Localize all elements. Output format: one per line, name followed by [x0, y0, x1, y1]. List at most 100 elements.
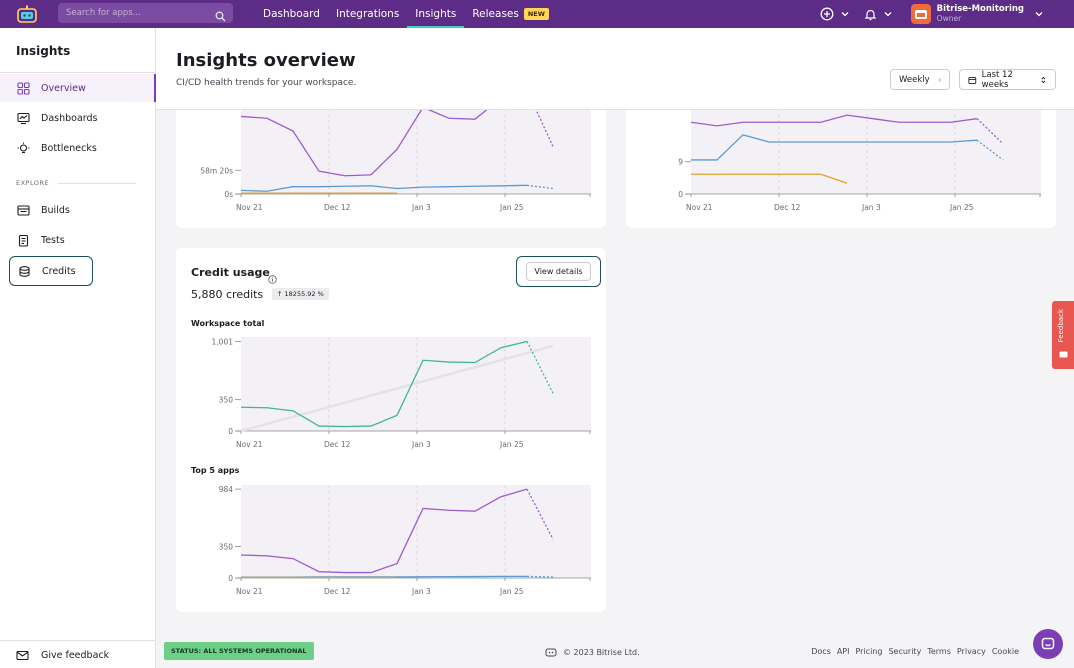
chat-bubble-icon [1041, 637, 1055, 650]
nav-releases-label: Releases [472, 8, 519, 20]
add-menu-button[interactable] [820, 7, 850, 21]
y-tick-label: 0 [228, 427, 233, 436]
page-header: Insights overview CI/CD health trends fo… [156, 28, 1074, 110]
range-value: Last 12 weeks [981, 69, 1013, 90]
y-tick-label: 0s [224, 190, 233, 199]
lightbulb-icon [16, 141, 30, 155]
top-right-controls: Bitrise-Monitoring Owner [810, 0, 1044, 28]
view-details-button[interactable]: View details [516, 256, 601, 287]
feedback-tab[interactable]: Feedback [1052, 301, 1074, 369]
info-icon[interactable] [268, 269, 277, 288]
change-value: 18255.92 % [284, 290, 324, 298]
x-tick-label: Jan 25 [499, 203, 524, 212]
main-nav: Dashboard Integrations Insights Releases… [255, 0, 557, 28]
sidebar-item-overview[interactable]: Overview [0, 74, 156, 102]
search-input[interactable] [66, 8, 216, 18]
series-line [691, 134, 978, 161]
x-tick-label: Jan 3 [411, 440, 431, 449]
chevron-down-icon [884, 12, 892, 17]
coins-icon [17, 264, 31, 278]
y-tick-label: 0 [678, 190, 683, 199]
sidebar-item-dashboards[interactable]: Dashboards [0, 104, 156, 132]
grid-icon [16, 81, 30, 95]
sidebar-item-label: Bottlenecks [41, 142, 97, 154]
chart-card-duration: Nov 21 Dec 12 Jan 3 Jan 25 0s 58m 20s [176, 89, 606, 228]
forecast-line [526, 341, 554, 394]
bitrise-logo-icon[interactable] [16, 5, 38, 23]
trend-line [240, 344, 554, 433]
x-tick-label: Jan 3 [411, 203, 431, 212]
y-tick-label: 58m 20s [200, 166, 233, 175]
series-line [240, 184, 528, 192]
nav-releases[interactable]: Releases NEW [464, 0, 557, 28]
x-tick-label: Dec 12 [324, 440, 351, 449]
footer-link-pricing[interactable]: Pricing [855, 647, 883, 656]
x-tick-label: Jan 3 [861, 203, 881, 212]
forecast-line [526, 184, 554, 190]
nav-integrations[interactable]: Integrations [335, 8, 400, 20]
range-select[interactable]: Last 12 weeks [959, 69, 1056, 90]
app-search[interactable] [58, 3, 233, 23]
sidebar-item-label: Dashboards [41, 112, 98, 124]
copyright-text: © 2023 Bitrise Ltd. [563, 647, 640, 657]
nav-insights[interactable]: Insights [407, 0, 465, 28]
x-tick-label: Jan 3 [411, 587, 431, 596]
copyright: © 2023 Bitrise Ltd. [545, 647, 640, 657]
feedback-tab-label: Feedback [1057, 309, 1065, 343]
credit-usage-card: Credit usage 5,880 credits ↑ 18255.92 % … [176, 248, 606, 612]
page-subtitle: CI/CD health trends for your workspace. [176, 78, 357, 88]
sidebar-item-credits[interactable]: Credits [9, 256, 93, 286]
footer-link-cookie[interactable]: Cookie [991, 647, 1019, 656]
sidebar-item-label: Overview [41, 82, 86, 94]
footer-link-terms[interactable]: Terms [927, 647, 951, 656]
builds-icon [16, 203, 30, 217]
sidebar-section-explore: EXPLORE [16, 179, 50, 187]
x-tick-label: Dec 12 [324, 587, 351, 596]
sidebar-item-label: Builds [41, 204, 70, 216]
workspace-total-heading: Workspace total [191, 319, 265, 328]
status-badge[interactable]: STATUS: ALL SYSTEMS OPERATIONAL [164, 642, 314, 660]
nav-dashboard[interactable]: Dashboard [263, 8, 320, 20]
updown-icon [1041, 76, 1046, 83]
series-line [240, 89, 528, 177]
chart-monitor-icon [16, 111, 30, 125]
sidebar-item-tests[interactable]: Tests [0, 226, 156, 254]
workspace-switcher[interactable]: Bitrise-Monitoring Owner [910, 4, 1044, 24]
sidebar-item-label: Tests [41, 234, 65, 246]
chevron-down-icon [1035, 12, 1043, 17]
sidebar-title: Insights [16, 44, 71, 58]
forecast-line [526, 488, 554, 540]
sidebar-item-bottlenecks[interactable]: Bottlenecks [0, 134, 156, 162]
view-details-label: View details [526, 262, 591, 281]
x-tick-label: Jan 25 [499, 587, 524, 596]
footer-link-security[interactable]: Security [888, 647, 922, 656]
footer-link-docs[interactable]: Docs [811, 647, 831, 656]
divider [0, 72, 156, 73]
sidebar: Insights Overview Dashboards Bottlenecks… [0, 28, 156, 668]
footer-links: Docs API Pricing Security Terms Privacy … [805, 647, 1019, 656]
workspace-role: Owner [936, 13, 962, 23]
give-feedback-label: Give feedback [41, 650, 110, 661]
x-tick-label: Nov 21 [236, 203, 263, 212]
interval-select[interactable]: Weekly [890, 69, 950, 90]
notifications-button[interactable] [864, 8, 893, 21]
divider [0, 640, 156, 641]
new-badge: NEW [523, 8, 549, 20]
bell-icon [864, 9, 877, 20]
x-tick-label: Nov 21 [686, 203, 713, 212]
chat-icon [1059, 351, 1068, 358]
top-apps-heading: Top 5 apps [191, 466, 240, 475]
footer-link-privacy[interactable]: Privacy [956, 647, 986, 656]
series-line [240, 340, 528, 428]
card-title: Credit usage [191, 266, 270, 279]
chevron-down-icon [841, 12, 849, 17]
x-tick-label: Jan 25 [499, 440, 524, 449]
give-feedback-link[interactable]: Give feedback [16, 650, 109, 661]
interval-value: Weekly [899, 74, 930, 85]
sidebar-item-builds[interactable]: Builds [0, 196, 156, 224]
clipboard-icon [16, 233, 30, 247]
sidebar-item-label: Credits [42, 265, 76, 277]
footer-link-api[interactable]: API [836, 647, 850, 656]
y-tick-label: 984 [219, 485, 234, 494]
chat-button[interactable] [1033, 629, 1063, 659]
